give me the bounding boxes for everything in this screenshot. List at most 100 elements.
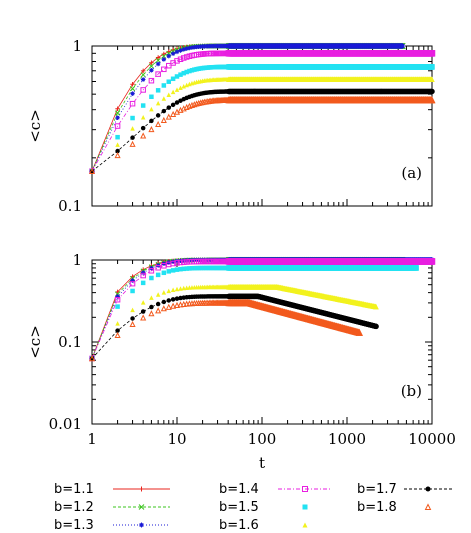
marker-triangle bbox=[170, 89, 176, 95]
marker-filled-square bbox=[184, 69, 189, 75]
y-tick-label: 0.1 bbox=[58, 333, 82, 351]
marker-filled-square bbox=[178, 266, 183, 272]
marker-filled-square bbox=[174, 267, 180, 272]
panel-b: 10.10.011 10 100 1000 10000<c>t(b) bbox=[26, 251, 456, 472]
marker-filled-square bbox=[189, 68, 195, 73]
series-b-1-2 bbox=[89, 42, 406, 174]
marker-open-square bbox=[155, 71, 161, 77]
series-b-1-6 bbox=[89, 284, 379, 361]
marker-filled-circle bbox=[155, 113, 161, 118]
marker-asterisk bbox=[149, 68, 154, 73]
marker-x bbox=[114, 110, 121, 116]
marker-filled-circle bbox=[155, 301, 161, 307]
marker-open-square bbox=[114, 123, 121, 129]
marker-x bbox=[140, 72, 146, 78]
marker-asterisk bbox=[130, 91, 135, 96]
marker-asterisk bbox=[184, 46, 189, 51]
marker-asterisk bbox=[140, 270, 146, 275]
marker-filled-square bbox=[130, 288, 135, 294]
marker-x bbox=[155, 57, 161, 63]
marker-open-triangle bbox=[160, 116, 167, 123]
marker-triangle bbox=[115, 321, 120, 326]
marker-filled-square bbox=[170, 76, 176, 82]
marker-filled-square bbox=[140, 103, 146, 108]
series-b-1-5 bbox=[89, 265, 419, 361]
marker-open-square bbox=[170, 260, 176, 267]
marker-filled-circle bbox=[170, 297, 176, 302]
marker-open-square bbox=[148, 268, 155, 274]
marker-filled-square bbox=[149, 275, 154, 281]
marker-filled-square bbox=[184, 266, 189, 271]
marker-filled-circle bbox=[174, 296, 180, 301]
series-line bbox=[91, 261, 243, 359]
marker-open-square bbox=[428, 258, 436, 265]
marker-plus bbox=[155, 55, 161, 60]
marker-triangle bbox=[174, 286, 180, 292]
marker-filled-square bbox=[115, 134, 120, 140]
marker-asterisk bbox=[115, 294, 120, 299]
marker-open-square bbox=[180, 259, 187, 265]
marker-triangle bbox=[149, 295, 154, 300]
marker-asterisk bbox=[189, 45, 195, 50]
marker-asterisk bbox=[399, 43, 406, 49]
marker-open-square bbox=[155, 265, 161, 271]
marker-x bbox=[148, 63, 155, 69]
marker-filled-square bbox=[174, 74, 180, 79]
marker-asterisk bbox=[161, 57, 167, 62]
marker-filled-circle bbox=[89, 168, 95, 174]
marker-triangle bbox=[174, 87, 180, 92]
marker-triangle bbox=[166, 92, 172, 98]
series-b-1-5 bbox=[89, 64, 435, 174]
series-b-1-1 bbox=[89, 257, 406, 361]
y-tick-label: 0.01 bbox=[49, 415, 82, 433]
panel-a: 10.1<c>(a) bbox=[26, 37, 436, 215]
x-axis-label: t bbox=[259, 454, 265, 472]
marker-plus bbox=[161, 51, 167, 57]
marker-filled-square bbox=[161, 270, 167, 276]
marker-asterisk bbox=[170, 51, 176, 56]
marker-filled-square bbox=[187, 68, 192, 74]
marker-filled-square bbox=[155, 88, 161, 93]
marker-triangle bbox=[115, 142, 120, 147]
marker-open-square bbox=[148, 77, 155, 84]
marker-open-square bbox=[129, 280, 136, 287]
marker-filled-square bbox=[115, 304, 120, 309]
marker-open-triangle bbox=[114, 151, 121, 159]
y-tick-label: 1 bbox=[72, 251, 82, 269]
marker-filled-circle bbox=[130, 135, 135, 140]
series-b-1-6 bbox=[89, 76, 435, 174]
marker-triangle bbox=[140, 114, 146, 120]
marker-filled-square bbox=[149, 94, 154, 100]
marker-filled-circle bbox=[130, 316, 135, 321]
marker-filled-circle bbox=[149, 118, 154, 124]
marker-triangle bbox=[130, 126, 135, 131]
series-b-1-7 bbox=[89, 293, 379, 361]
marker-open-triangle bbox=[88, 167, 96, 174]
marker-open-square bbox=[428, 50, 436, 57]
marker-asterisk bbox=[181, 47, 186, 52]
marker-filled-square bbox=[187, 266, 192, 271]
marker-filled-square bbox=[140, 280, 146, 286]
x-tick-label: 10000 bbox=[408, 430, 456, 448]
marker-plus bbox=[140, 68, 146, 74]
marker-triangle bbox=[178, 286, 183, 291]
marker-asterisk bbox=[130, 278, 135, 283]
marker-open-square bbox=[161, 66, 167, 73]
marker-filled-square bbox=[181, 70, 186, 76]
marker-filled-circle bbox=[429, 88, 435, 95]
series-b-1-2 bbox=[89, 256, 406, 362]
marker-triangle bbox=[429, 76, 435, 82]
marker-open-triangle bbox=[148, 125, 155, 133]
marker-filled-circle bbox=[89, 356, 95, 361]
marker-asterisk bbox=[140, 77, 146, 82]
marker-filled-circle bbox=[166, 298, 172, 303]
marker-asterisk bbox=[174, 49, 180, 55]
marker-triangle bbox=[166, 288, 172, 294]
marker-triangle bbox=[181, 83, 186, 89]
marker-triangle bbox=[130, 307, 135, 313]
marker-filled-circle bbox=[174, 100, 180, 105]
series-b-1-7 bbox=[89, 88, 435, 174]
marker-open-square bbox=[177, 259, 184, 266]
marker-triangle bbox=[373, 303, 379, 310]
